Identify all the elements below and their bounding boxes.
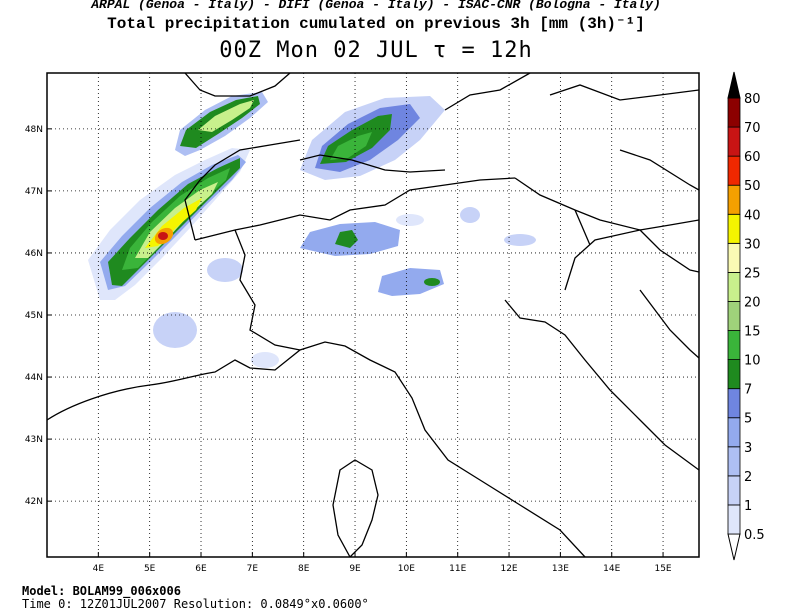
latitude-tick-labels: 42N 43N 44N 45N 46N 47N 48N xyxy=(25,125,43,507)
border-france-italy xyxy=(234,229,301,351)
border-alps xyxy=(194,177,516,241)
lat-tick-label: 43N xyxy=(25,435,43,445)
border-north xyxy=(184,73,291,97)
lon-tick-label: 7E xyxy=(247,564,259,574)
colorbar-swatch xyxy=(727,242,741,273)
coastline-istria xyxy=(564,229,699,291)
colorbar-over-triangle xyxy=(727,71,741,99)
precip-area xyxy=(207,258,243,282)
lon-tick-label: 4E xyxy=(93,564,105,574)
colorbar-level-label: 25 xyxy=(744,266,761,281)
border-france-swiss xyxy=(184,139,301,241)
precip-area xyxy=(251,352,279,368)
colorbar-level-label: 50 xyxy=(744,179,761,194)
precipitation-field xyxy=(88,92,536,368)
colorbar-level-label: 1 xyxy=(744,499,752,514)
precip-area xyxy=(424,278,440,286)
coastline-corsica xyxy=(332,459,379,557)
colorbar-level-label: 5 xyxy=(744,412,752,427)
colorbar-level-label: 7 xyxy=(744,383,752,398)
colorbar-level-label: 10 xyxy=(744,354,761,369)
colorbar-swatch xyxy=(727,475,741,506)
coastline-adriatic xyxy=(504,299,699,471)
colorbar-level-label: 15 xyxy=(744,325,761,340)
border-germany-austria xyxy=(444,73,531,111)
colorbar-swatch xyxy=(727,301,741,331)
map-frame xyxy=(46,72,700,558)
lat-tick-label: 45N xyxy=(25,311,43,321)
colorbar-level-label: 40 xyxy=(744,208,761,223)
lon-tick-label: 10E xyxy=(398,564,415,574)
precip-area xyxy=(330,132,372,160)
colorbar-swatch xyxy=(727,97,741,128)
map-subtitle: 00Z Mon 02 JUL τ = 12h xyxy=(219,38,533,63)
coastline-west-italy xyxy=(47,341,586,557)
colorbar-level-label: 3 xyxy=(744,441,752,456)
latitude-gridlines xyxy=(47,128,699,502)
border-hungary xyxy=(619,149,699,191)
map-title: Total precipitation cumulated on previou… xyxy=(107,15,645,33)
lon-tick-label: 9E xyxy=(349,564,361,574)
precip-area xyxy=(153,312,197,348)
colorbar-level-label: 30 xyxy=(744,237,761,252)
time-resolution-info: Time 0: 12Z01JUL2007 Resolution: 0.0849°… xyxy=(22,597,369,611)
lon-tick-label: 6E xyxy=(195,564,207,574)
credits-line: ARPAL (Genoa - Italy) - DIFI (Genoa - It… xyxy=(91,0,661,12)
lon-tick-label: 12E xyxy=(500,564,517,574)
colorbar-level-label: 2 xyxy=(744,470,752,485)
colorbar-swatch xyxy=(727,330,741,360)
precip-area xyxy=(396,214,424,226)
colorbar-level-label: 60 xyxy=(744,150,761,165)
precip-area xyxy=(198,100,254,132)
longitude-gridlines xyxy=(97,73,664,557)
precip-area-po-valley xyxy=(378,268,444,296)
colorbar-swatch xyxy=(727,213,741,244)
colorbar-level-label: 80 xyxy=(744,92,761,107)
colorbar-swatch xyxy=(727,504,741,535)
colorbar-swatch xyxy=(727,155,741,186)
colorbar-swatch xyxy=(727,417,741,448)
longitude-tick-labels: 4E 5E 6E 7E 8E 9E 10E 11E 12E 13E 14E 15E xyxy=(93,564,672,574)
colorbar-swatch xyxy=(727,271,741,302)
border-austria-slovenia xyxy=(514,177,641,231)
precip-area xyxy=(504,234,536,246)
colorbar-swatch xyxy=(727,388,741,419)
colorbar-swatch xyxy=(727,359,741,390)
border-croatia xyxy=(639,219,699,231)
coastline-croatia xyxy=(639,289,699,359)
lat-tick-label: 46N xyxy=(25,249,43,259)
precip-area xyxy=(335,230,358,248)
border-swiss-north xyxy=(299,154,446,173)
border-slovenia-italy xyxy=(574,209,591,246)
lat-tick-label: 42N xyxy=(25,497,43,507)
precip-area xyxy=(158,232,168,240)
colorbar-under-triangle xyxy=(727,533,741,561)
lat-tick-label: 47N xyxy=(25,187,43,197)
precip-area xyxy=(460,207,480,223)
lat-tick-label: 48N xyxy=(25,125,43,135)
colorbar-swatch xyxy=(727,446,741,477)
lon-tick-label: 8E xyxy=(298,564,310,574)
lon-tick-label: 15E xyxy=(654,564,671,574)
lon-tick-label: 5E xyxy=(144,564,156,574)
lon-tick-label: 14E xyxy=(603,564,620,574)
lon-tick-label: 13E xyxy=(552,564,569,574)
colorbar-level-label: 20 xyxy=(744,295,761,310)
lat-tick-label: 44N xyxy=(25,373,43,383)
colorbar-swatch xyxy=(727,184,741,215)
model-info: Model: BOLAM99_006x006 xyxy=(22,584,181,598)
colorbar: 0.5 1 2 3 5 7 10 15 20 25 30 40 50 60 70 80 xyxy=(727,71,765,561)
colorbar-level-label: 0.5 xyxy=(744,528,765,543)
lon-tick-label: 11E xyxy=(449,564,466,574)
border-east xyxy=(549,84,699,101)
colorbar-swatch xyxy=(727,126,741,157)
colorbar-level-label: 70 xyxy=(744,121,761,136)
